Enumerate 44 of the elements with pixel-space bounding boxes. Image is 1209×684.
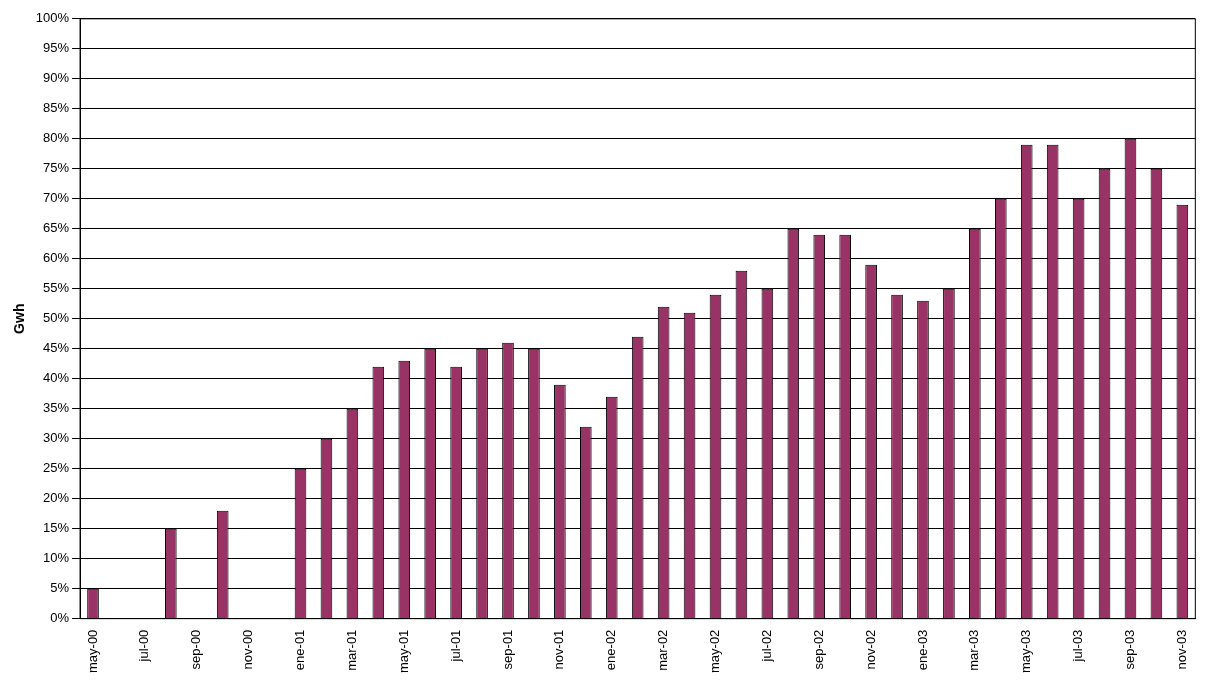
y-tick-label: 20% xyxy=(43,490,70,506)
y-tick-label: 0% xyxy=(50,610,70,626)
x-tick-label: jul-03 xyxy=(1070,629,1086,663)
y-tick-label: 90% xyxy=(43,70,70,86)
y-tick-label: 30% xyxy=(43,430,70,446)
x-tick-label: sep-01 xyxy=(499,629,515,670)
x-tick-label: may-02 xyxy=(707,629,723,674)
y-tick-label: 60% xyxy=(43,250,70,266)
x-tick-label: jul-02 xyxy=(758,629,774,663)
y-tick-label: 80% xyxy=(43,130,70,146)
y-tick-label: 85% xyxy=(43,100,70,116)
y-tick-label: 50% xyxy=(43,310,70,326)
x-tick-label: jul-00 xyxy=(136,629,152,663)
y-tick-label: 65% xyxy=(43,220,70,236)
y-tick-label: 40% xyxy=(43,370,70,386)
x-tick-label: mar-02 xyxy=(655,629,671,671)
y-tick-label: 15% xyxy=(43,520,70,536)
y-tick-label: 25% xyxy=(43,460,70,476)
x-tick-label: sep-03 xyxy=(1122,629,1138,670)
x-tick-label: ene-02 xyxy=(603,629,619,671)
x-tick-label: nov-01 xyxy=(551,629,567,670)
x-tick-label: ene-03 xyxy=(914,629,930,671)
x-tick-label: jul-01 xyxy=(447,629,463,663)
x-tick-label: nov-00 xyxy=(240,629,256,670)
x-tick-label: nov-02 xyxy=(862,629,878,670)
x-tick-label: mar-01 xyxy=(343,629,359,671)
y-tick-label: 45% xyxy=(43,340,70,356)
y-tick-label: 95% xyxy=(43,40,70,56)
y-axis-title: Gwh xyxy=(11,303,28,334)
y-tick-label: 75% xyxy=(43,160,70,176)
x-tick-label: may-01 xyxy=(395,629,411,674)
x-tick-label: mar-03 xyxy=(966,629,982,671)
x-tick-label: sep-02 xyxy=(810,629,826,670)
y-tick-label: 55% xyxy=(43,280,70,296)
x-tick-label: ene-01 xyxy=(292,629,308,671)
x-tick-label: nov-03 xyxy=(1173,629,1189,670)
y-tick-label: 5% xyxy=(50,580,70,596)
x-tick-label: may-03 xyxy=(1018,629,1034,674)
y-tick-label: 35% xyxy=(43,400,70,416)
y-tick-label: 10% xyxy=(43,550,70,566)
y-tick-label: 100% xyxy=(35,10,70,26)
y-tick-label: 70% xyxy=(43,190,70,206)
x-tick-label: sep-00 xyxy=(188,629,204,670)
x-tick-label: may-00 xyxy=(84,629,100,674)
